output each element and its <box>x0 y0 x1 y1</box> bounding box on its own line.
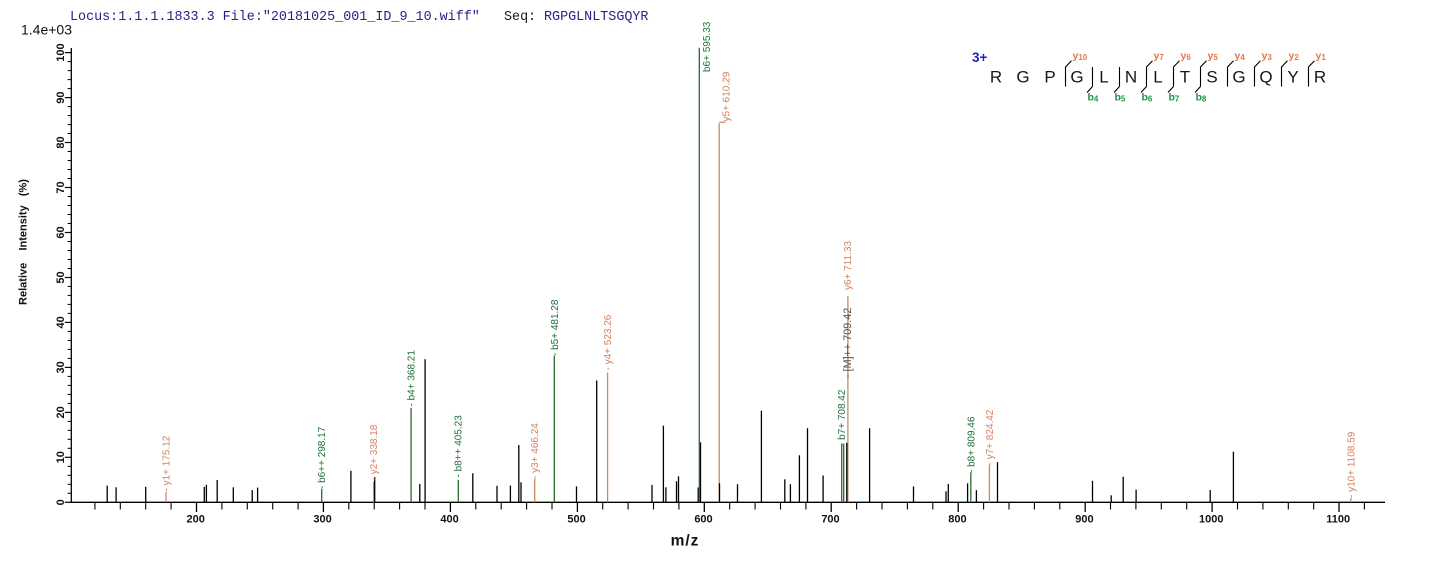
svg-text:Locus:1.1.1.1833.3 File:"20181: Locus:1.1.1.1833.3 File:"20181025_001_ID… <box>70 10 480 25</box>
svg-text:500: 500 <box>567 514 585 526</box>
svg-text:y3: y3 <box>1262 50 1273 62</box>
svg-text:y7: y7 <box>1154 50 1165 62</box>
svg-text:10: 10 <box>55 451 67 463</box>
svg-text:- b8++ 405.23: - b8++ 405.23 <box>454 415 465 478</box>
svg-text:T: T <box>1180 68 1190 87</box>
svg-text:0: 0 <box>55 499 67 505</box>
svg-text:L: L <box>1153 68 1162 87</box>
svg-text:P: P <box>1044 68 1055 87</box>
svg-text:200: 200 <box>187 514 205 526</box>
svg-text:G: G <box>1070 68 1083 87</box>
svg-text:L: L <box>1099 68 1108 87</box>
svg-text:- b5+ 481.28: - b5+ 481.28 <box>550 299 561 356</box>
svg-text:600: 600 <box>694 514 712 526</box>
svg-text:- b7+ 708.42: - b7+ 708.42 <box>837 389 848 446</box>
svg-text:100: 100 <box>55 43 67 61</box>
svg-text:- [M]++ 709.42: - [M]++ 709.42 <box>842 308 854 378</box>
svg-text:400: 400 <box>440 514 458 526</box>
svg-text:R: R <box>1314 68 1326 87</box>
svg-text:S: S <box>1206 68 1217 87</box>
svg-text:Q: Q <box>1259 68 1272 87</box>
svg-text:300: 300 <box>313 514 331 526</box>
svg-text:900: 900 <box>1075 514 1093 526</box>
svg-text:b4: b4 <box>1088 92 1099 104</box>
svg-text:N: N <box>1125 68 1137 87</box>
svg-text:y5+ 610.29: y5+ 610.29 <box>722 71 733 121</box>
svg-text:Relative Intensity (%): Relative Intensity (%) <box>18 179 30 305</box>
svg-text:90: 90 <box>55 91 67 103</box>
svg-text:y6+ 711.33: y6+ 711.33 <box>843 241 854 290</box>
svg-text:y2: y2 <box>1289 50 1300 62</box>
svg-text:70: 70 <box>55 181 67 193</box>
svg-text:1000: 1000 <box>1199 514 1223 526</box>
svg-text:- y4+ 523.26: - y4+ 523.26 <box>603 314 614 370</box>
svg-text:50: 50 <box>55 271 67 283</box>
svg-text:- y10+ 1108.59: - y10+ 1108.59 <box>1346 431 1357 498</box>
svg-text:800: 800 <box>948 514 966 526</box>
svg-text:30: 30 <box>55 361 67 373</box>
svg-text:G: G <box>1232 68 1245 87</box>
svg-text:700: 700 <box>821 514 839 526</box>
svg-text:1100: 1100 <box>1326 514 1350 526</box>
svg-text:40: 40 <box>55 316 67 328</box>
svg-text:R: R <box>990 68 1002 87</box>
svg-text:80: 80 <box>55 136 67 148</box>
svg-text:y6: y6 <box>1181 50 1192 62</box>
svg-text:y4: y4 <box>1235 50 1246 62</box>
svg-text:- b4+ 368.21: - b4+ 368.21 <box>407 350 418 407</box>
svg-text:20: 20 <box>55 406 67 418</box>
svg-text:- b6++ 298.17: - b6++ 298.17 <box>317 426 328 489</box>
svg-text:y10: y10 <box>1073 50 1088 62</box>
svg-text:b7: b7 <box>1169 92 1180 104</box>
svg-text:3+: 3+ <box>972 50 988 65</box>
svg-text:- y3+ 466.24: - y3+ 466.24 <box>530 423 541 479</box>
svg-text:- y1+ 175.12: - y1+ 175.12 <box>162 435 173 491</box>
svg-text:1.4e+03: 1.4e+03 <box>21 22 72 38</box>
svg-text:b6+ 595.33: b6+ 595.33 <box>702 21 713 72</box>
svg-text:Y: Y <box>1287 68 1298 87</box>
svg-text:- y7+ 824.42: - y7+ 824.42 <box>985 409 996 465</box>
svg-text:G: G <box>1016 68 1029 87</box>
svg-text:Seq:: Seq: <box>504 10 536 25</box>
svg-text:b5: b5 <box>1115 92 1126 104</box>
svg-text:- b8+ 809.46: - b8+ 809.46 <box>966 416 977 473</box>
svg-text:y5: y5 <box>1208 50 1219 62</box>
svg-text:RGPGLNLTSGQYR: RGPGLNLTSGQYR <box>544 10 648 25</box>
svg-text:y1: y1 <box>1316 50 1327 62</box>
svg-text:- y2+ 338.18: - y2+ 338.18 <box>369 424 380 480</box>
svg-text:b8: b8 <box>1196 92 1207 104</box>
svg-text:b6: b6 <box>1142 92 1153 104</box>
svg-text:60: 60 <box>55 226 67 238</box>
svg-text:m/z: m/z <box>671 533 700 550</box>
